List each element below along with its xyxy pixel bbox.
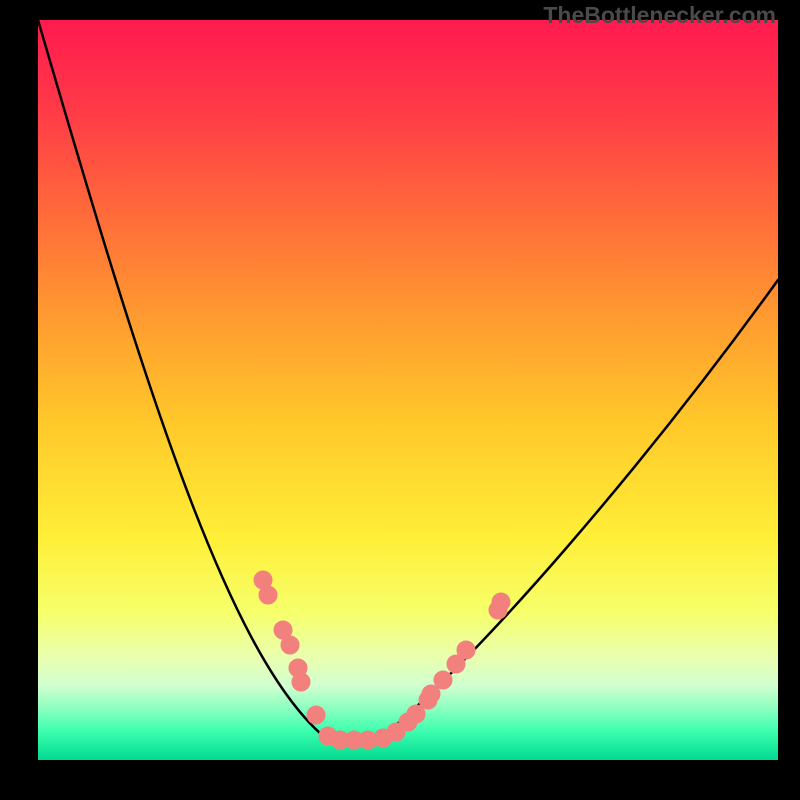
chart-stage: TheBottlenecker.com bbox=[0, 0, 800, 800]
benchmark-dot bbox=[422, 685, 440, 703]
benchmark-dot bbox=[292, 673, 310, 691]
curve-layer bbox=[38, 20, 778, 760]
benchmark-dot bbox=[457, 641, 475, 659]
benchmark-dot bbox=[259, 586, 277, 604]
benchmark-dots bbox=[254, 571, 510, 749]
bottleneck-curve bbox=[38, 20, 778, 740]
benchmark-dot bbox=[281, 636, 299, 654]
benchmark-dot bbox=[434, 671, 452, 689]
benchmark-dot bbox=[492, 593, 510, 611]
watermark-text: TheBottlenecker.com bbox=[543, 2, 776, 29]
gradient-plot-area bbox=[38, 20, 778, 760]
benchmark-dot bbox=[407, 705, 425, 723]
benchmark-dot bbox=[307, 706, 325, 724]
